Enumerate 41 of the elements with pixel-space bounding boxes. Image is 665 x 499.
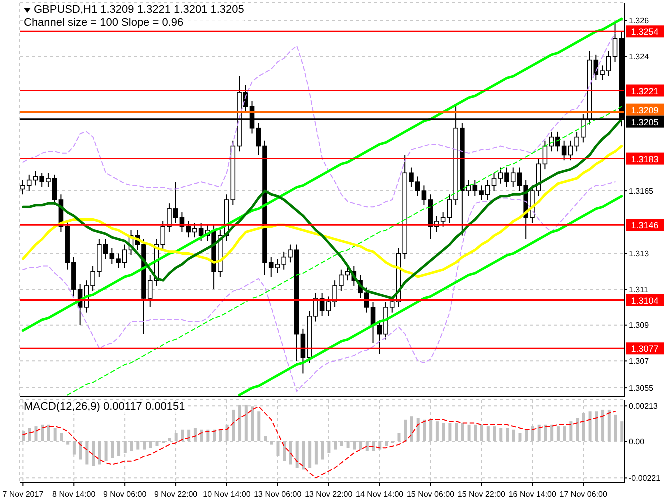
ref-line-label: 1.3209 bbox=[631, 105, 659, 116]
ref-line-label: 1.3077 bbox=[631, 344, 659, 354]
y-tick-label: 1.3055 bbox=[629, 384, 654, 393]
x-tick-label: 15 Nov 22:00 bbox=[458, 490, 506, 499]
ref-line-label: 1.3205 bbox=[631, 117, 659, 128]
x-tick-label: 7 Nov 2017 bbox=[2, 490, 44, 499]
y-tick-label: 1.326 bbox=[629, 16, 650, 26]
y-tick-label: 0.00213 bbox=[629, 402, 658, 411]
y-tick-label: 1.307 bbox=[629, 357, 650, 366]
ref-line-label: 1.3104 bbox=[631, 296, 659, 306]
y-tick-label: 1.309 bbox=[629, 321, 650, 330]
x-tick-label: 14 Nov 14:00 bbox=[356, 490, 404, 499]
x-tick-label: 13 Nov 22:00 bbox=[305, 490, 354, 499]
x-tick-label: 9 Nov 06:00 bbox=[104, 490, 148, 499]
x-tick-label: 9 Nov 22:00 bbox=[154, 490, 198, 499]
x-tick-label: 10 Nov 14:00 bbox=[203, 490, 252, 499]
line-series bbox=[22, 18, 624, 332]
x-tick-label: 13 Nov 06:00 bbox=[254, 490, 302, 499]
ref-line-label: 1.3146 bbox=[631, 220, 659, 231]
x-tick-label: 17 Nov 06:00 bbox=[560, 490, 608, 499]
text: Channel size = 100 Slope = 0.96 bbox=[24, 17, 185, 30]
ref-line-label: 1.3221 bbox=[631, 86, 659, 96]
line-series bbox=[238, 195, 624, 396]
y-tick-label: 0.00 bbox=[629, 437, 646, 446]
chart-title: GBPUSD,H1 1.3209 1.3221 1.3201 1.3205 bbox=[34, 4, 244, 17]
y-tick-label: 1.324 bbox=[629, 52, 650, 62]
x-tick-label: 16 Nov 14:00 bbox=[508, 490, 557, 499]
line-series bbox=[67, 106, 622, 396]
x-tick-label: 8 Nov 14:00 bbox=[52, 490, 96, 499]
line-series bbox=[22, 118, 624, 300]
line-series bbox=[22, 145, 624, 278]
x-tick-label: 15 Nov 06:00 bbox=[406, 490, 456, 499]
line-series bbox=[22, 32, 616, 208]
ref-line-label: 1.3183 bbox=[631, 154, 659, 164]
chart-title: MACD(12,26,9) 0.00117 0.00151 bbox=[24, 401, 186, 414]
y-tick-label: 1.313 bbox=[629, 250, 650, 259]
line-series bbox=[22, 182, 616, 392]
y-tick-label: 1.3165 bbox=[629, 186, 654, 196]
y-tick-label: 1.311 bbox=[629, 285, 649, 294]
ref-line-label: 1.3254 bbox=[631, 27, 659, 38]
y-tick-label: -0.00221 bbox=[629, 474, 662, 484]
